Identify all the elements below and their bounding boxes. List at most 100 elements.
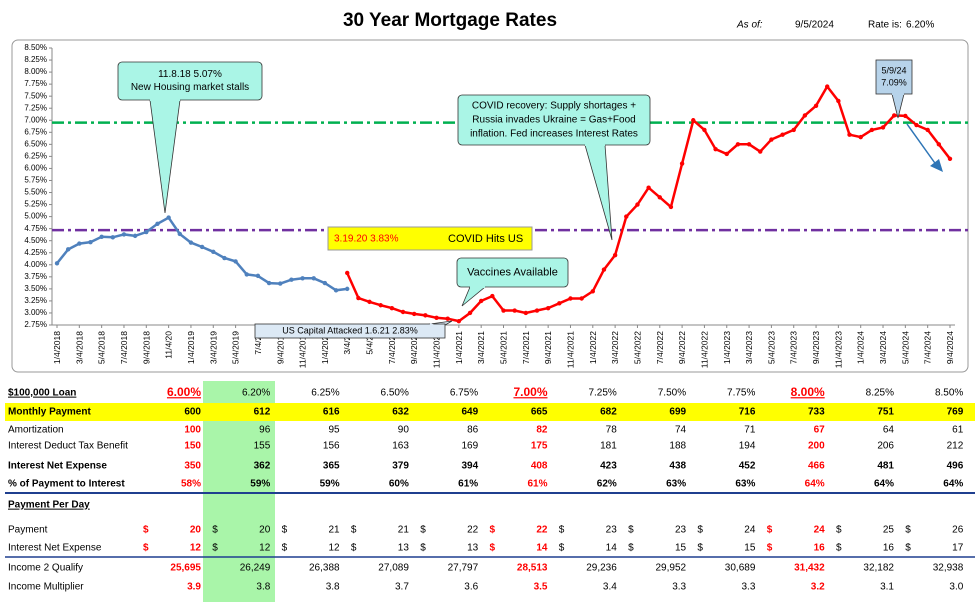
cell: 665 — [531, 407, 548, 418]
cell: 25 — [883, 525, 895, 536]
cell: 58% — [181, 479, 201, 490]
rate-label: Rate is: — [868, 20, 902, 31]
cell: 23 — [606, 525, 618, 536]
cell: 86 — [467, 425, 479, 436]
y-tick-label: 8.25% — [24, 55, 47, 64]
point — [624, 214, 629, 219]
cell: 362 — [254, 461, 271, 472]
x-tick-label: 5/4/2018 — [97, 331, 107, 364]
point — [222, 255, 227, 261]
point — [244, 272, 249, 277]
cell: 12 — [190, 543, 202, 554]
x-tick-label: 9/4/2024 — [945, 331, 955, 364]
point — [199, 244, 205, 250]
y-tick-label: 6.75% — [24, 127, 47, 136]
point — [646, 185, 651, 190]
currency: $ — [212, 543, 218, 554]
x-tick-label: 5/4/2021 — [499, 331, 509, 364]
cell: 64% — [943, 479, 963, 490]
point — [702, 127, 707, 133]
point — [456, 318, 462, 324]
point — [65, 247, 71, 252]
cell: 163 — [392, 441, 409, 452]
x-tick-label: 5/4/20 — [365, 331, 375, 355]
cell: 13 — [398, 543, 410, 554]
y-tick-label: 5.00% — [24, 212, 47, 221]
annotation: Vaccines Available — [456, 257, 569, 307]
cell: 20 — [190, 525, 202, 536]
row-label: Payment — [8, 525, 48, 536]
annotation-text: COVID recovery: Supply shortages + — [472, 101, 636, 112]
x-tick-label: 5/4/2024 — [900, 331, 910, 364]
column-header: 6.20% — [242, 388, 270, 399]
point — [311, 276, 316, 281]
cell: 78 — [606, 425, 618, 436]
annotation: 3.19.20 3.83% COVID Hits US — [327, 226, 533, 251]
column-header: 8.25% — [866, 388, 894, 399]
cell: 194 — [739, 441, 756, 452]
point — [780, 132, 785, 137]
x-tick-label: 9/4/2020 — [409, 331, 419, 364]
cell: 26,388 — [309, 563, 340, 574]
point — [132, 233, 138, 239]
currency: $ — [559, 525, 565, 536]
cell: 3.9 — [187, 582, 201, 593]
cell: 3.7 — [395, 582, 409, 593]
cell: 200 — [808, 441, 825, 452]
cell: 15 — [744, 543, 756, 554]
point — [155, 221, 160, 227]
cell: 15 — [675, 543, 687, 554]
x-tick-label: 9/4/2021 — [543, 331, 553, 364]
point — [713, 146, 718, 152]
point — [947, 156, 953, 161]
point — [367, 299, 372, 305]
point — [501, 308, 506, 313]
cell: 496 — [947, 461, 964, 472]
cell: 3.0 — [949, 582, 963, 593]
currency: $ — [212, 525, 218, 536]
y-tick-label: 4.25% — [24, 248, 47, 257]
cell: 16 — [883, 543, 895, 554]
annotation-text: Russia invades Ukraine = Gas+Food — [472, 115, 635, 126]
cell: 90 — [398, 425, 410, 436]
cell: 423 — [600, 461, 617, 472]
cell: 350 — [184, 461, 201, 472]
point — [836, 98, 841, 104]
point — [423, 313, 428, 318]
y-tick-label: 7.25% — [24, 103, 47, 112]
point — [869, 127, 875, 133]
point — [255, 273, 261, 279]
annotation-text: COVID Hits US — [448, 233, 523, 245]
column-header: 6.50% — [381, 388, 409, 399]
cell: 28,513 — [517, 563, 548, 574]
y-tick-label: 6.25% — [24, 152, 47, 161]
cell: 156 — [323, 441, 340, 452]
currency: $ — [767, 525, 773, 536]
cell: 62% — [597, 479, 617, 490]
point — [211, 249, 216, 254]
currency: $ — [905, 525, 911, 536]
cell: 25,695 — [170, 563, 201, 574]
y-tick-label: 3.50% — [24, 284, 47, 293]
point — [735, 142, 741, 147]
point — [825, 84, 830, 89]
row-label: Payment Per Day — [8, 500, 90, 511]
as-of-label: As of: — [736, 20, 763, 31]
y-tick-label: 3.25% — [24, 296, 47, 305]
cell: 67 — [814, 425, 826, 436]
currency: $ — [420, 525, 426, 536]
callout-cover — [429, 323, 441, 329]
point — [903, 113, 908, 119]
cell: 3.3 — [741, 582, 755, 593]
x-tick-label: 3/4/2022 — [610, 331, 620, 364]
x-tick-label: 7/4/2022 — [655, 331, 665, 364]
point — [478, 298, 484, 304]
monthly-band — [5, 403, 975, 421]
cell: 27,797 — [448, 563, 479, 574]
cell: 64% — [874, 479, 894, 490]
currency: $ — [282, 543, 288, 554]
annotation-text: 7.09% — [881, 77, 907, 87]
cell: 26,249 — [240, 563, 271, 574]
point — [278, 281, 283, 286]
column-header: 8.50% — [935, 388, 963, 399]
